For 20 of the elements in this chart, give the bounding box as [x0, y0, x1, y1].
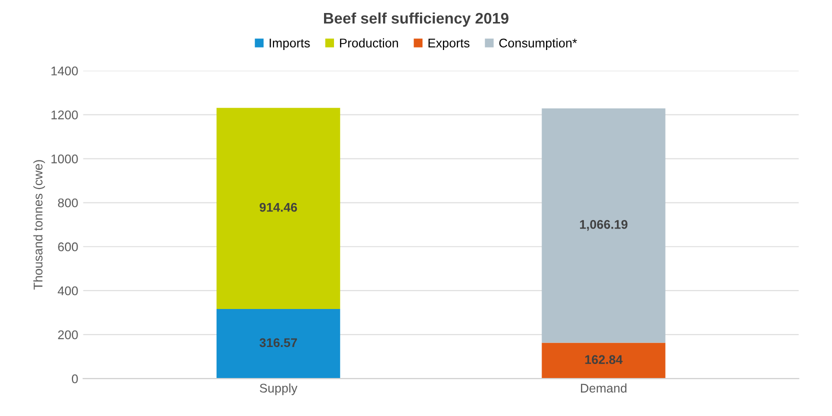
- y-tick-label: 1400: [51, 66, 78, 76]
- legend-label: Consumption*: [499, 38, 577, 50]
- data-label: 162.84: [585, 355, 623, 364]
- x-tick-label: Demand: [580, 383, 626, 393]
- data-label: 316.57: [260, 338, 297, 348]
- data-label: 914.46: [260, 202, 298, 212]
- x-tick-label: Supply: [260, 383, 298, 396]
- legend-label: Imports: [270, 38, 310, 50]
- y-tick-label: 400: [58, 286, 78, 296]
- y-tick-label: 200: [58, 330, 78, 340]
- y-tick-label: 800: [58, 198, 78, 208]
- y-tick-label: 0: [72, 374, 78, 384]
- data-label: 1,066.19: [580, 220, 628, 231]
- y-tick-label: 600: [58, 242, 78, 252]
- y-tick-label: 1000: [51, 154, 78, 164]
- chart-title: Beef self sufficiency 2019: [324, 12, 508, 27]
- y-axis-title: Thousand tonnes (cwe): [33, 160, 45, 290]
- legend-label: Production: [340, 38, 398, 48]
- y-tick-label: 1200: [51, 110, 78, 120]
- legend-label: Exports: [428, 38, 470, 50]
